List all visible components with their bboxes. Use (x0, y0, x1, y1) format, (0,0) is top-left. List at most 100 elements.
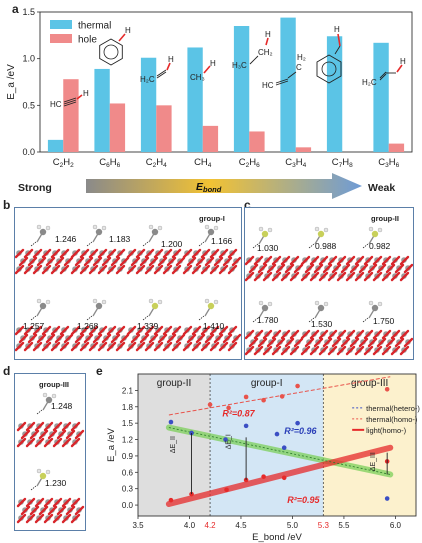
slab-oxygen-bond (34, 437, 45, 448)
distance-marker (30, 485, 37, 491)
plot-frame-a (39, 11, 413, 153)
slab-oxygen-bond (367, 337, 378, 348)
slab-oxygen-bond (130, 333, 141, 344)
slab-oxygen-bond (115, 325, 126, 336)
slab-oxygen-bond (52, 437, 63, 448)
legend-label-hole: hole (78, 35, 97, 46)
legend-swatch-hole (50, 34, 72, 43)
slab-oxygen-bond (70, 264, 81, 275)
slab-oxygen-bond (327, 255, 338, 266)
slab-oxygen-bond (171, 325, 182, 336)
slab-oxygen-bond (253, 255, 264, 266)
panel-label-b: b (3, 198, 11, 212)
molecule-text: H (265, 30, 271, 39)
slab-oxygen-bond (227, 325, 238, 336)
adsorbate-hydrogen (45, 299, 51, 305)
slab-oxygen-bond (153, 264, 164, 275)
legend-label-thermal(hetero-): thermal(hetero-) (366, 404, 420, 413)
slab-oxygen-bond (153, 341, 164, 352)
slab-oxygen-bond (43, 421, 54, 432)
point-light(homo-)-2 (224, 487, 229, 493)
adsorbate-carbon (151, 228, 159, 236)
adsorbate-carbon (39, 302, 47, 310)
arrow-weak-label: Weak (368, 182, 395, 194)
slab-oxygen-bond (171, 248, 182, 259)
panel-c-value-2: 0.988 (315, 241, 337, 251)
toluene-ring (316, 54, 342, 84)
molecule-bond (166, 62, 171, 71)
slab-oxygen-bond (23, 341, 34, 352)
boundary-label-e: 5.3 (318, 521, 330, 530)
slab-oxygen-bond (47, 429, 58, 440)
distance-marker (36, 409, 43, 415)
molecule-text: H (125, 26, 131, 35)
slab-oxygen-bond (275, 263, 286, 274)
slab-oxygen-bond (106, 248, 117, 259)
slab-oxygen-bond (336, 255, 347, 266)
slab-oxygen-bond (27, 333, 38, 344)
region-label-group-I: group-I (251, 378, 283, 389)
slab-oxygen-bond (191, 325, 202, 336)
ytick-label-e: 1.8 (122, 403, 134, 412)
slab-oxygen-bond (23, 264, 34, 275)
molecule-text: H (400, 57, 406, 66)
slab-oxygen-bond (403, 337, 413, 348)
adsorbate-hydrogen (213, 299, 219, 305)
distance-marker (86, 241, 93, 247)
slab-oxygen-bond (182, 264, 193, 275)
molecule-bond (337, 33, 341, 47)
point-thermal(hetero-)-6 (295, 420, 300, 426)
slab-oxygen-bond (61, 437, 72, 448)
annotation-r2-thermal-hetero: R²=0.96 (284, 426, 317, 436)
slab-oxygen-bond (262, 271, 273, 282)
slab-oxygen-bond (34, 497, 45, 508)
slab-oxygen-bond (336, 271, 347, 282)
slab-oxygen-bond (300, 255, 311, 266)
category-label: C2H2 (53, 157, 74, 169)
slab-oxygen-bond (79, 264, 90, 275)
slab-oxygen-bond (65, 429, 76, 440)
xtick-label-e: 5.5 (338, 521, 350, 530)
adsorbate-carbon (371, 230, 379, 238)
adsorbate-hydrogen (101, 299, 107, 305)
panel-label-e: e (96, 364, 103, 378)
slab-oxygen-bond (41, 248, 52, 259)
category-label: C2H6 (239, 157, 260, 169)
ytick-label-a: 0.5 (22, 100, 35, 110)
slab-oxygen-bond (372, 255, 383, 266)
slab-oxygen-bond (327, 271, 338, 282)
slab-oxygen-bond (16, 497, 27, 508)
point-thermal(hetero-)-2 (223, 437, 228, 442)
slab-oxygen-bond (25, 437, 36, 448)
point-light(homo-)-0 (168, 497, 174, 503)
slab-oxygen-bond (363, 345, 374, 356)
molecule-bond (275, 78, 289, 84)
slab-oxygen-bond (231, 333, 241, 344)
bar-thermal-4 (233, 26, 250, 152)
slab-oxygen-bond (385, 337, 396, 348)
molecule-text: CH₂ (258, 48, 273, 57)
adsorbate-carbon (207, 302, 215, 310)
slab-oxygen-bond (300, 329, 311, 340)
point-thermal(hetero-)-3 (243, 423, 249, 429)
point-thermal(homo-)-5 (295, 383, 300, 389)
slab-oxygen-bond (25, 513, 36, 524)
slab-oxygen-bond (218, 248, 229, 259)
slab-oxygen-bond (248, 337, 259, 348)
slab-oxygen-bond (79, 248, 90, 259)
slab-oxygen-bond (358, 263, 369, 274)
adsorbate-carbon (317, 230, 325, 238)
slab-oxygen-bond (309, 345, 320, 356)
slab-oxygen-bond (266, 337, 277, 348)
slab-oxygen-bond (289, 345, 300, 356)
slab-oxygen-bond (309, 271, 320, 282)
molecule-bond (63, 101, 77, 107)
slab-oxygen-bond (231, 256, 241, 267)
slab-oxygen-bond (354, 271, 365, 282)
point-thermal(homo-)-6 (384, 386, 390, 392)
slab-oxygen-bond (63, 256, 74, 267)
slab-oxygen-bond (92, 256, 103, 267)
distance-marker (30, 315, 37, 321)
xtick-label-e: 4.5 (235, 521, 247, 530)
adsorbate-carbon (151, 302, 159, 310)
